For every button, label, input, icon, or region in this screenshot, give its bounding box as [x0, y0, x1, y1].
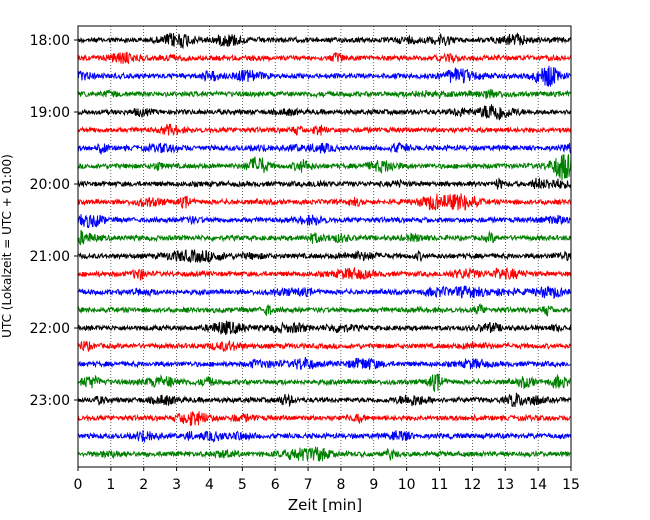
trace-2000 [77, 176, 572, 190]
y-axis-label: UTC (Lokalzeit = UTC + 01:00) [0, 154, 14, 338]
x-tick-label: 9 [369, 477, 378, 493]
trace-2200 [77, 320, 572, 336]
trace-2130 [77, 285, 572, 300]
x-tick-label: 14 [529, 477, 547, 493]
trace-2145 [77, 303, 572, 317]
plot-frame [77, 25, 572, 468]
x-tick-label: 3 [172, 477, 181, 493]
trace-1800 [77, 31, 572, 50]
seismic-traces [77, 31, 572, 462]
x-tick-label: 10 [398, 477, 416, 493]
x-tick-label: 15 [562, 477, 580, 493]
trace-1830 [77, 65, 572, 87]
x-tick-label: 12 [463, 477, 481, 493]
trace-2015 [77, 193, 572, 211]
x-tick-label: 5 [238, 477, 247, 493]
trace-2345 [77, 446, 572, 462]
y-axis-ticks: 18:00 19:00 20:00 21:00 22:00 23:00 [30, 33, 78, 409]
trace-2230 [77, 356, 572, 371]
x-axis-label: Zeit [min] [288, 496, 362, 514]
x-tick-label: 1 [106, 477, 115, 493]
y-tick-label: 20:00 [30, 177, 70, 193]
y-tick-label: 21:00 [30, 249, 70, 265]
x-tick-label: 4 [205, 477, 214, 493]
y-tick-label: 22:00 [30, 321, 70, 337]
trace-1900 [77, 104, 572, 121]
x-tick-label: 2 [139, 477, 148, 493]
y-tick-label: 23:00 [30, 393, 70, 409]
x-axis-ticks: 0 1 2 3 4 5 6 7 8 9 10 11 12 13 14 15 [74, 467, 580, 493]
y-tick-label: 19:00 [30, 105, 70, 121]
x-tick-label: 6 [271, 477, 280, 493]
trace-1815 [77, 51, 572, 65]
trace-2045 [77, 229, 572, 246]
x-tick-label: 13 [496, 477, 514, 493]
trace-1945 [77, 154, 572, 181]
x-tick-label: 11 [431, 477, 449, 493]
trace-2100 [77, 249, 572, 264]
trace-1930 [77, 141, 572, 155]
trace-1845 [77, 88, 572, 99]
x-tick-label: 0 [74, 477, 83, 493]
trace-2300 [77, 392, 572, 408]
trace-2245 [77, 373, 572, 393]
trace-1915 [77, 123, 572, 136]
trace-2330 [77, 430, 572, 444]
trace-2115 [77, 266, 571, 281]
trace-2215 [77, 339, 572, 353]
trace-2030 [77, 214, 572, 229]
x-tick-label: 7 [304, 477, 313, 493]
x-tick-label: 8 [336, 477, 345, 493]
y-tick-label: 18:00 [30, 33, 70, 49]
trace-2315 [77, 411, 572, 426]
